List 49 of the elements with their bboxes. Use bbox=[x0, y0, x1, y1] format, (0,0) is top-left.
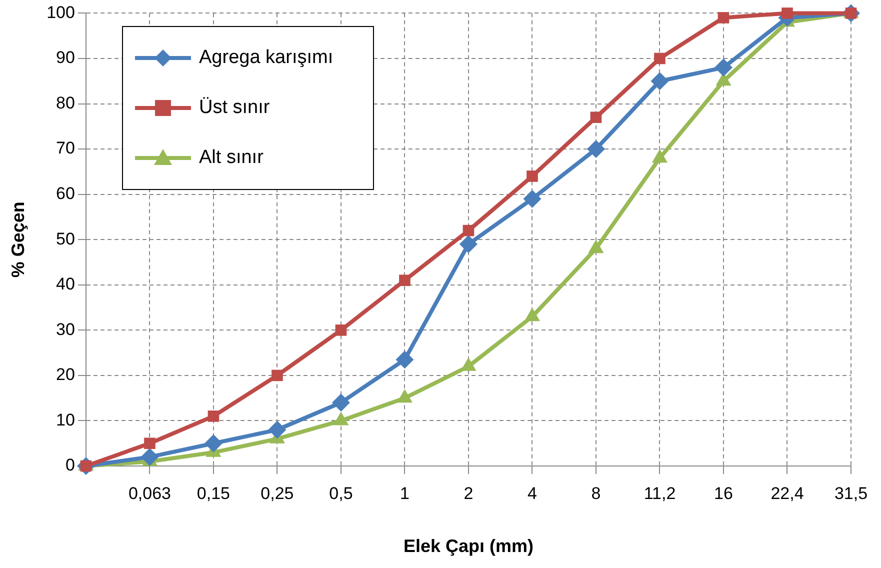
point bbox=[462, 224, 474, 236]
point bbox=[268, 420, 286, 439]
point bbox=[718, 12, 730, 24]
legend-label: Üst sınır bbox=[199, 97, 270, 119]
point bbox=[204, 434, 222, 452]
y-tick-label: 80 bbox=[56, 93, 75, 112]
point bbox=[523, 190, 542, 208]
x-tick-label: 0,5 bbox=[329, 484, 353, 503]
y-tick-label: 30 bbox=[56, 320, 75, 339]
point bbox=[714, 58, 732, 77]
y-tick-label: 40 bbox=[56, 274, 75, 294]
point bbox=[586, 140, 605, 158]
x-tick-label: 2 bbox=[464, 484, 474, 503]
legend-label: Agrega karışımı bbox=[199, 47, 334, 69]
y-tick-label: 60 bbox=[56, 184, 75, 204]
y-tick-label: 90 bbox=[56, 48, 75, 68]
point bbox=[782, 8, 793, 19]
point bbox=[140, 448, 159, 466]
y-tick-label: 50 bbox=[56, 229, 75, 248]
point bbox=[526, 170, 538, 182]
x-tick-label: 0,063 bbox=[128, 484, 171, 503]
y-axis-title: % Geçen bbox=[8, 202, 28, 278]
point bbox=[459, 235, 478, 254]
x-tick-label: 0,15 bbox=[196, 484, 230, 503]
point bbox=[144, 438, 156, 450]
x-tick-label: 4 bbox=[528, 484, 537, 503]
y-tick-label: 100 bbox=[46, 2, 75, 22]
point bbox=[399, 274, 410, 286]
point bbox=[208, 410, 220, 422]
y-tick-label: 10 bbox=[56, 410, 75, 430]
x-tick-label: 16 bbox=[714, 484, 733, 503]
point bbox=[396, 350, 414, 369]
point bbox=[650, 72, 669, 90]
x-tick-label: 22,4 bbox=[770, 484, 804, 503]
y-tick-label: 70 bbox=[56, 138, 75, 158]
y-tick-label: 0 bbox=[65, 456, 75, 475]
point bbox=[335, 324, 347, 336]
x-tick-label: 0,25 bbox=[260, 484, 294, 503]
x-axis-title: Elek Çapı (mm) bbox=[403, 536, 534, 556]
x-tick-label: 1 bbox=[400, 484, 410, 503]
x-tick-label: 8 bbox=[591, 484, 601, 503]
x-tick-label: 11,2 bbox=[644, 484, 676, 503]
point bbox=[590, 112, 602, 123]
legend-label: Alt sınır bbox=[199, 147, 264, 169]
point bbox=[272, 370, 283, 382]
y-tick-label: 20 bbox=[56, 365, 75, 384]
point bbox=[654, 52, 666, 64]
x-tick-label: 31,5 bbox=[834, 484, 868, 503]
point bbox=[332, 394, 350, 412]
